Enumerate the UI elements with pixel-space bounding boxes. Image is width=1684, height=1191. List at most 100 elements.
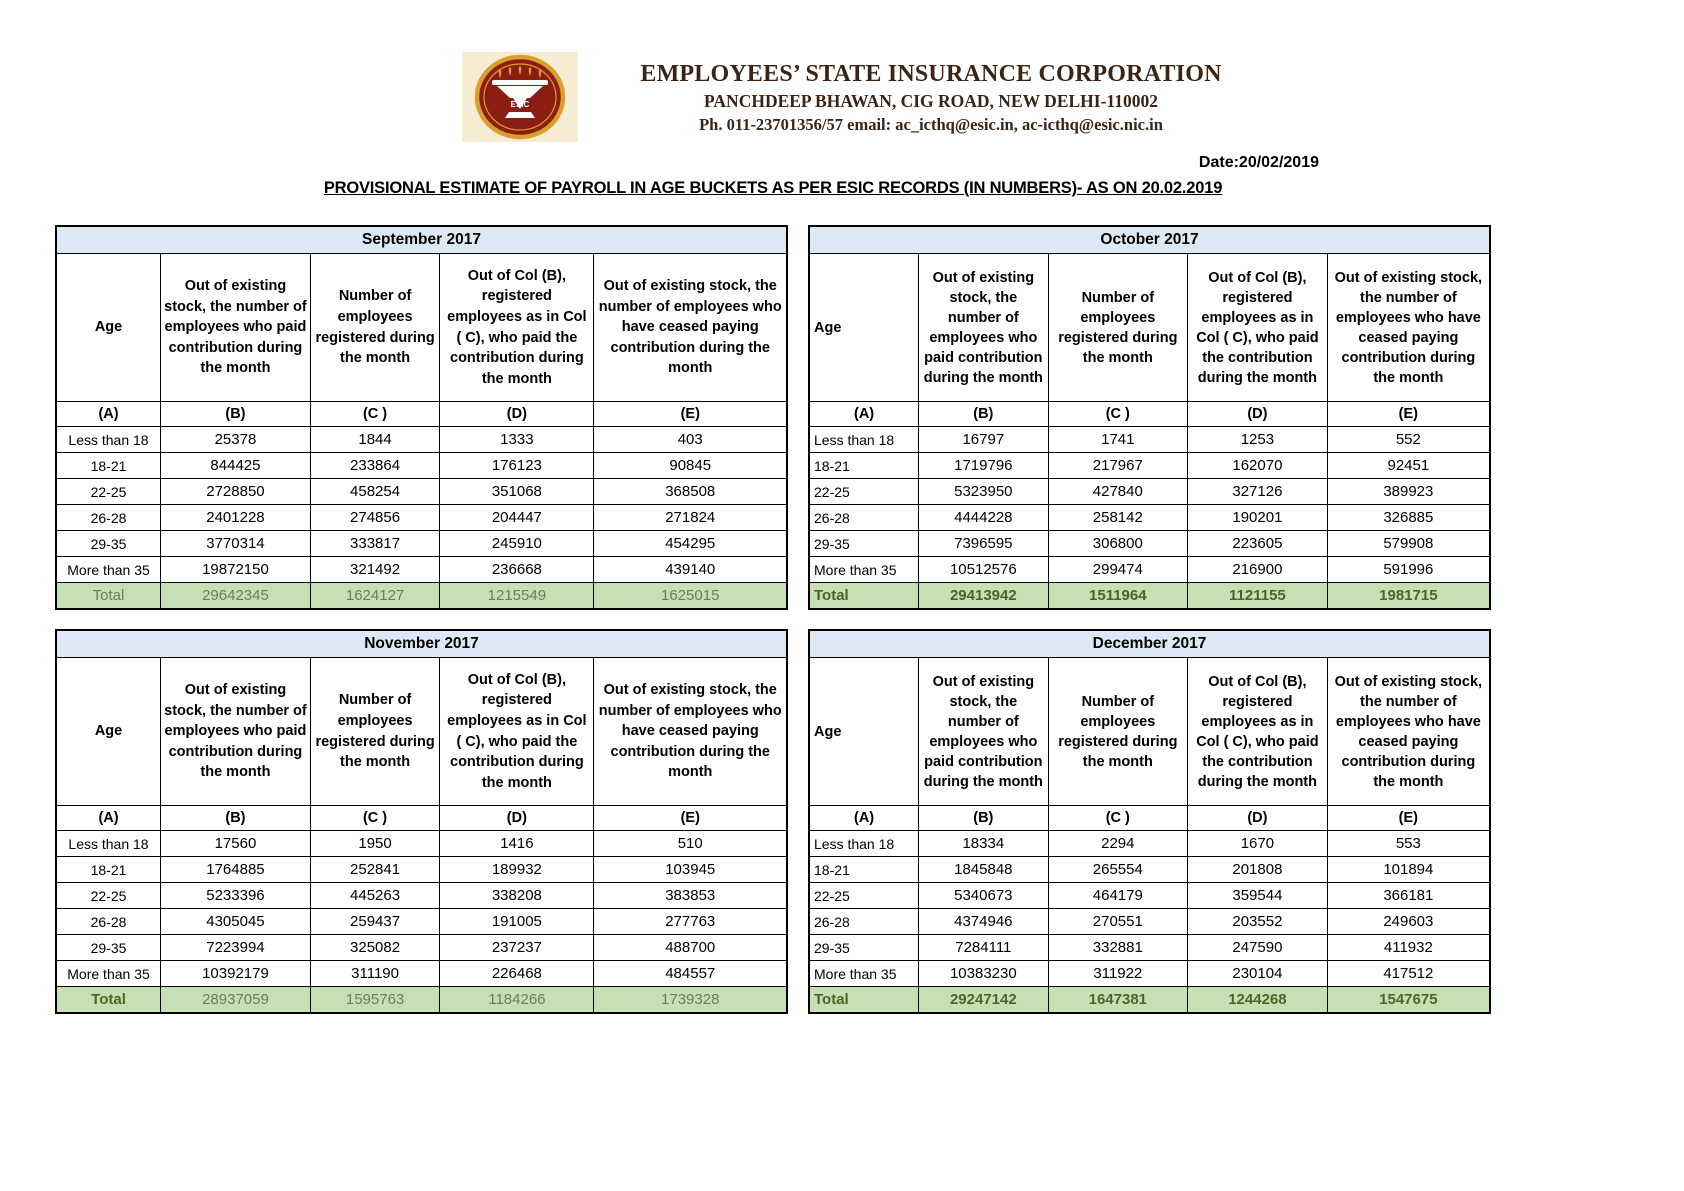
total-value-cell: 1739328 bbox=[593, 986, 788, 1014]
value-cell: 439140 bbox=[593, 556, 788, 583]
total-value-cell: 1624127 bbox=[309, 582, 441, 610]
logo-esic-text: ESIC bbox=[511, 100, 530, 109]
tables-grid: September 2017 Age Out of existing stock, … bbox=[55, 225, 1491, 1014]
value-cell: 1844 bbox=[309, 426, 441, 453]
value-cell: 510 bbox=[593, 830, 788, 857]
total-value-cell: 1981715 bbox=[1326, 582, 1491, 610]
value-cell: 4374946 bbox=[918, 908, 1049, 935]
age-cell: Less than 18 bbox=[808, 426, 920, 453]
total-value-cell: 28937059 bbox=[160, 986, 311, 1014]
total-row: Total 28937059 1595763 1184266 1739328 bbox=[55, 986, 788, 1014]
month-title: October 2017 bbox=[808, 225, 1491, 254]
value-cell: 338208 bbox=[439, 882, 595, 909]
value-cell: 19872150 bbox=[160, 556, 311, 583]
table-row: More than 35 10383230 311922 230104 417512 bbox=[808, 960, 1491, 987]
letterhead: ESIC EMPLOYEES’ STATE INSURANCE CORPORAT… bbox=[0, 0, 1684, 142]
column-letter: (B) bbox=[160, 805, 311, 831]
value-cell: 223605 bbox=[1187, 530, 1328, 557]
value-cell: 226468 bbox=[439, 960, 595, 987]
table-row: 26-28 2401228 274856 204447 271824 bbox=[55, 504, 788, 531]
column-header-b: Out of existing stock, the number of emp… bbox=[918, 657, 1049, 806]
column-header-d: Out of Col (B), registered employees as … bbox=[1187, 657, 1328, 806]
total-value-cell: 1215549 bbox=[439, 582, 595, 610]
column-letter: (E) bbox=[1326, 401, 1491, 427]
total-label: Total bbox=[55, 986, 162, 1014]
column-header-e: Out of existing stock, the number of emp… bbox=[1326, 657, 1491, 806]
value-cell: 103945 bbox=[593, 856, 788, 883]
age-cell: More than 35 bbox=[55, 960, 162, 987]
age-cell: Less than 18 bbox=[55, 830, 162, 857]
table-row: 18-21 844425 233864 176123 90845 bbox=[55, 452, 788, 479]
org-address: PANCHDEEP BHAWAN, CIG ROAD, NEW DELHI-11… bbox=[704, 90, 1158, 111]
column-letter-row: (A) (B) (C ) (D) (E) bbox=[808, 401, 1491, 427]
value-cell: 327126 bbox=[1187, 478, 1328, 505]
value-cell: 233864 bbox=[309, 452, 441, 479]
value-cell: 1950 bbox=[309, 830, 441, 857]
value-cell: 389923 bbox=[1326, 478, 1491, 505]
value-cell: 271824 bbox=[593, 504, 788, 531]
age-cell: 29-35 bbox=[808, 934, 920, 961]
value-cell: 454295 bbox=[593, 530, 788, 557]
table-row: 26-28 4305045 259437 191005 277763 bbox=[55, 908, 788, 935]
age-cell: 26-28 bbox=[808, 908, 920, 935]
value-cell: 7284111 bbox=[918, 934, 1049, 961]
value-cell: 311190 bbox=[309, 960, 441, 987]
value-cell: 16797 bbox=[918, 426, 1049, 453]
value-cell: 270551 bbox=[1047, 908, 1189, 935]
column-letter: (E) bbox=[593, 805, 788, 831]
value-cell: 445263 bbox=[309, 882, 441, 909]
column-letter-row: (A) (B) (C ) (D) (E) bbox=[55, 401, 788, 427]
value-cell: 3770314 bbox=[160, 530, 311, 557]
value-cell: 7396595 bbox=[918, 530, 1049, 557]
column-letter: (E) bbox=[593, 401, 788, 427]
value-cell: 10392179 bbox=[160, 960, 311, 987]
table-row: Less than 18 17560 1950 1416 510 bbox=[55, 830, 788, 857]
total-row: Total 29413942 1511964 1121155 1981715 bbox=[808, 582, 1491, 610]
value-cell: 236668 bbox=[439, 556, 595, 583]
column-header-c: Number of employees registered during th… bbox=[309, 253, 441, 402]
value-cell: 265554 bbox=[1047, 856, 1189, 883]
column-header-b: Out of existing stock, the number of emp… bbox=[918, 253, 1049, 402]
age-cell: 22-25 bbox=[55, 882, 162, 909]
value-cell: 311922 bbox=[1047, 960, 1189, 987]
value-cell: 417512 bbox=[1326, 960, 1491, 987]
column-letter: (B) bbox=[918, 401, 1049, 427]
value-cell: 176123 bbox=[439, 452, 595, 479]
column-header-row: Age Out of existing stock, the number of … bbox=[808, 253, 1491, 402]
value-cell: 579908 bbox=[1326, 530, 1491, 557]
table-row: 29-35 7223994 325082 237237 488700 bbox=[55, 934, 788, 961]
value-cell: 325082 bbox=[309, 934, 441, 961]
value-cell: 247590 bbox=[1187, 934, 1328, 961]
table-row: Less than 18 18334 2294 1670 553 bbox=[808, 830, 1491, 857]
column-letter: (D) bbox=[1187, 401, 1328, 427]
value-cell: 403 bbox=[593, 426, 788, 453]
age-cell: 26-28 bbox=[808, 504, 920, 531]
value-cell: 25378 bbox=[160, 426, 311, 453]
column-letter: (A) bbox=[808, 401, 920, 427]
total-value-cell: 29413942 bbox=[918, 582, 1049, 610]
value-cell: 18334 bbox=[918, 830, 1049, 857]
table-row: More than 35 19872150 321492 236668 439140 bbox=[55, 556, 788, 583]
total-label: Total bbox=[808, 582, 920, 610]
column-header-c: Number of employees registered during th… bbox=[1047, 253, 1189, 402]
value-cell: 411932 bbox=[1326, 934, 1491, 961]
total-value-cell: 29247142 bbox=[918, 986, 1049, 1014]
month-title-row: November 2017 bbox=[55, 629, 788, 658]
value-cell: 332881 bbox=[1047, 934, 1189, 961]
column-letter-row: (A) (B) (C ) (D) (E) bbox=[55, 805, 788, 831]
column-header-c: Number of employees registered during th… bbox=[1047, 657, 1189, 806]
age-cell: 29-35 bbox=[55, 530, 162, 557]
total-value-cell: 1595763 bbox=[309, 986, 441, 1014]
column-letter: (B) bbox=[918, 805, 1049, 831]
age-cell: 18-21 bbox=[55, 452, 162, 479]
column-header-row: Age Out of existing stock, the number of … bbox=[808, 657, 1491, 806]
table-row: 22-25 5233396 445263 338208 383853 bbox=[55, 882, 788, 909]
value-cell: 1741 bbox=[1047, 426, 1189, 453]
table-row: Less than 18 16797 1741 1253 552 bbox=[808, 426, 1491, 453]
esic-logo: ESIC bbox=[462, 52, 579, 142]
value-cell: 258142 bbox=[1047, 504, 1189, 531]
org-name: EMPLOYEES’ STATE INSURANCE CORPORATION bbox=[640, 60, 1222, 87]
total-value-cell: 1625015 bbox=[593, 582, 788, 610]
age-cell: 22-25 bbox=[808, 882, 920, 909]
